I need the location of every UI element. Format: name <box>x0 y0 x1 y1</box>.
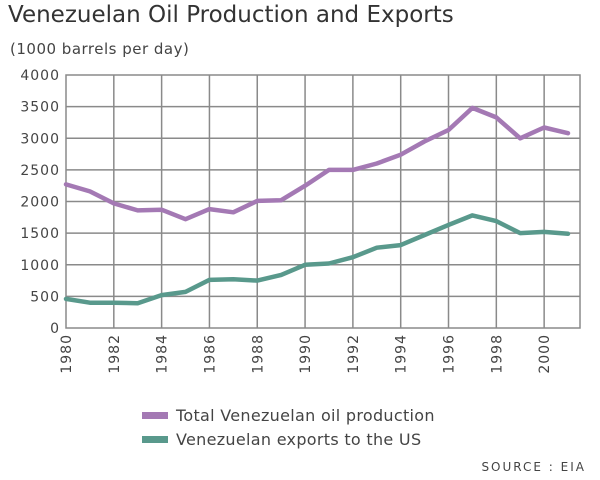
x-tick-label: 1994 <box>394 334 410 374</box>
source-note: SOURCE : EIA <box>481 460 586 474</box>
chart-subtitle: (1000 barrels per day) <box>10 40 190 58</box>
x-tick-label: 1992 <box>346 334 362 374</box>
x-tick-label: 1982 <box>107 334 123 374</box>
grid-layer <box>65 74 581 329</box>
x-tick-label: 1998 <box>489 334 505 374</box>
legend-label-production: Total Venezuelan oil production <box>176 405 435 425</box>
x-tick-label: 2000 <box>537 334 553 374</box>
legend-item-exports: Venezuelan exports to the US <box>142 428 421 450</box>
x-tick-label: 1986 <box>202 334 218 374</box>
x-tick-label: 1980 <box>59 334 75 374</box>
tick-label-layer: 0 500 1000 1500 2000 2500 3000 3500 4000 1980 1982… <box>20 68 553 374</box>
series-layer <box>63 105 571 306</box>
y-tick-label: 4000 <box>20 68 60 84</box>
legend-swatch-production <box>142 411 168 419</box>
y-tick-label: 2000 <box>20 195 60 211</box>
y-tick-label: 1500 <box>20 226 60 242</box>
legend-item-production: Total Venezuelan oil production <box>142 404 435 426</box>
y-tick-label: 0 <box>50 321 60 337</box>
series-line-production <box>63 105 571 222</box>
y-tick-label: 3000 <box>20 131 60 147</box>
legend-label-exports: Venezuelan exports to the US <box>176 429 422 449</box>
x-tick-label: 1996 <box>442 334 458 374</box>
series-line-exports <box>63 213 571 306</box>
y-tick-label: 3500 <box>20 100 60 116</box>
y-tick-label: 1000 <box>20 258 60 274</box>
chart-title: Venezuelan Oil Production and Exports <box>8 2 454 28</box>
x-tick-label: 1990 <box>298 334 314 374</box>
y-tick-label: 2500 <box>20 163 60 179</box>
x-tick-label: 1988 <box>250 334 266 374</box>
x-tick-label: 1984 <box>155 334 171 374</box>
y-tick-label: 500 <box>30 289 60 305</box>
legend-swatch-exports <box>142 435 168 443</box>
